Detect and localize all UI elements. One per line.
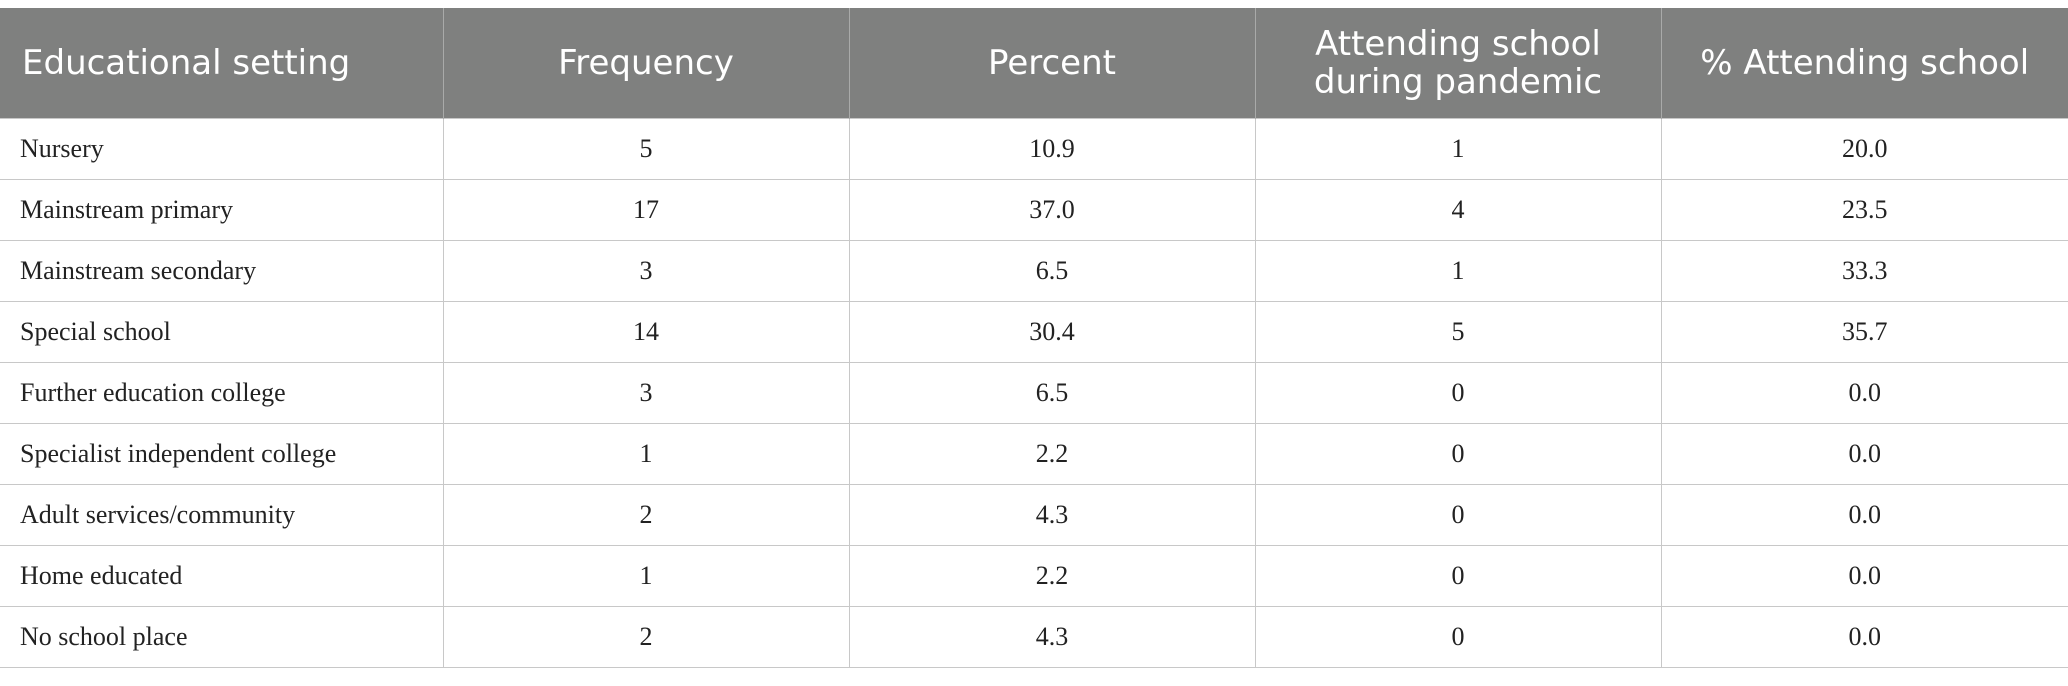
cell-percent-attending: 35.7 xyxy=(1660,300,2068,363)
cell-frequency: 2 xyxy=(442,605,850,668)
table-row: Specialist independent college 1 2.2 0 0… xyxy=(0,422,2068,485)
cell-attending: 4 xyxy=(1254,178,1662,241)
cell-percent-attending: 0.0 xyxy=(1660,544,2068,607)
table-row: Nursery 5 10.9 1 20.0 xyxy=(0,117,2068,180)
cell-frequency: 14 xyxy=(442,300,850,363)
cell-percent: 4.3 xyxy=(848,483,1256,546)
cell-percent: 10.9 xyxy=(848,117,1256,180)
table-row: Further education college 3 6.5 0 0.0 xyxy=(0,361,2068,424)
cell-setting: Mainstream secondary xyxy=(0,239,444,302)
cell-attending: 0 xyxy=(1254,605,1662,668)
cell-attending: 5 xyxy=(1254,300,1662,363)
cell-frequency: 2 xyxy=(442,483,850,546)
table-row: Special school 14 30.4 5 35.7 xyxy=(0,300,2068,363)
cell-percent: 30.4 xyxy=(848,300,1256,363)
cell-attending: 0 xyxy=(1254,361,1662,424)
cell-frequency: 3 xyxy=(442,239,850,302)
cell-percent-attending: 23.5 xyxy=(1660,178,2068,241)
cell-setting: Adult services/community xyxy=(0,483,444,546)
data-table-container: Educational setting Frequency Percent At… xyxy=(0,8,2068,668)
cell-percent: 4.3 xyxy=(848,605,1256,668)
header-attending-during-pandemic: Attending school during pandemic xyxy=(1254,8,1662,118)
cell-setting: Specialist independent college xyxy=(0,422,444,485)
cell-percent: 6.5 xyxy=(848,239,1256,302)
cell-setting: Nursery xyxy=(0,117,444,180)
table-row: No school place 2 4.3 0 0.0 xyxy=(0,605,2068,668)
table-row: Home educated 1 2.2 0 0.0 xyxy=(0,544,2068,607)
cell-percent-attending: 0.0 xyxy=(1660,483,2068,546)
table-body: Nursery 5 10.9 1 20.0 Mainstream primary… xyxy=(0,117,2068,668)
cell-setting: Mainstream primary xyxy=(0,178,444,241)
cell-percent: 37.0 xyxy=(848,178,1256,241)
header-row: Educational setting Frequency Percent At… xyxy=(0,8,2068,118)
table-header: Educational setting Frequency Percent At… xyxy=(0,8,2068,118)
cell-attending: 0 xyxy=(1254,483,1662,546)
cell-percent-attending: 0.0 xyxy=(1660,605,2068,668)
cell-attending: 1 xyxy=(1254,239,1662,302)
cell-frequency: 17 xyxy=(442,178,850,241)
cell-percent: 6.5 xyxy=(848,361,1256,424)
cell-attending: 0 xyxy=(1254,544,1662,607)
cell-percent-attending: 20.0 xyxy=(1660,117,2068,180)
table-row: Mainstream primary 17 37.0 4 23.5 xyxy=(0,178,2068,241)
header-percent-attending: % Attending school xyxy=(1660,8,2068,118)
cell-frequency: 1 xyxy=(442,544,850,607)
cell-frequency: 3 xyxy=(442,361,850,424)
cell-percent-attending: 0.0 xyxy=(1660,361,2068,424)
header-percent: Percent xyxy=(848,8,1256,118)
cell-percent: 2.2 xyxy=(848,544,1256,607)
cell-percent-attending: 33.3 xyxy=(1660,239,2068,302)
header-frequency: Frequency xyxy=(442,8,850,118)
cell-setting: Home educated xyxy=(0,544,444,607)
cell-setting: Special school xyxy=(0,300,444,363)
cell-frequency: 5 xyxy=(442,117,850,180)
cell-attending: 0 xyxy=(1254,422,1662,485)
educational-setting-table: Educational setting Frequency Percent At… xyxy=(0,8,2068,668)
cell-percent: 2.2 xyxy=(848,422,1256,485)
cell-frequency: 1 xyxy=(442,422,850,485)
cell-setting: Further education college xyxy=(0,361,444,424)
cell-setting: No school place xyxy=(0,605,444,668)
table-row: Mainstream secondary 3 6.5 1 33.3 xyxy=(0,239,2068,302)
cell-attending: 1 xyxy=(1254,117,1662,180)
cell-percent-attending: 0.0 xyxy=(1660,422,2068,485)
header-educational-setting: Educational setting xyxy=(0,8,444,118)
table-row: Adult services/community 2 4.3 0 0.0 xyxy=(0,483,2068,546)
